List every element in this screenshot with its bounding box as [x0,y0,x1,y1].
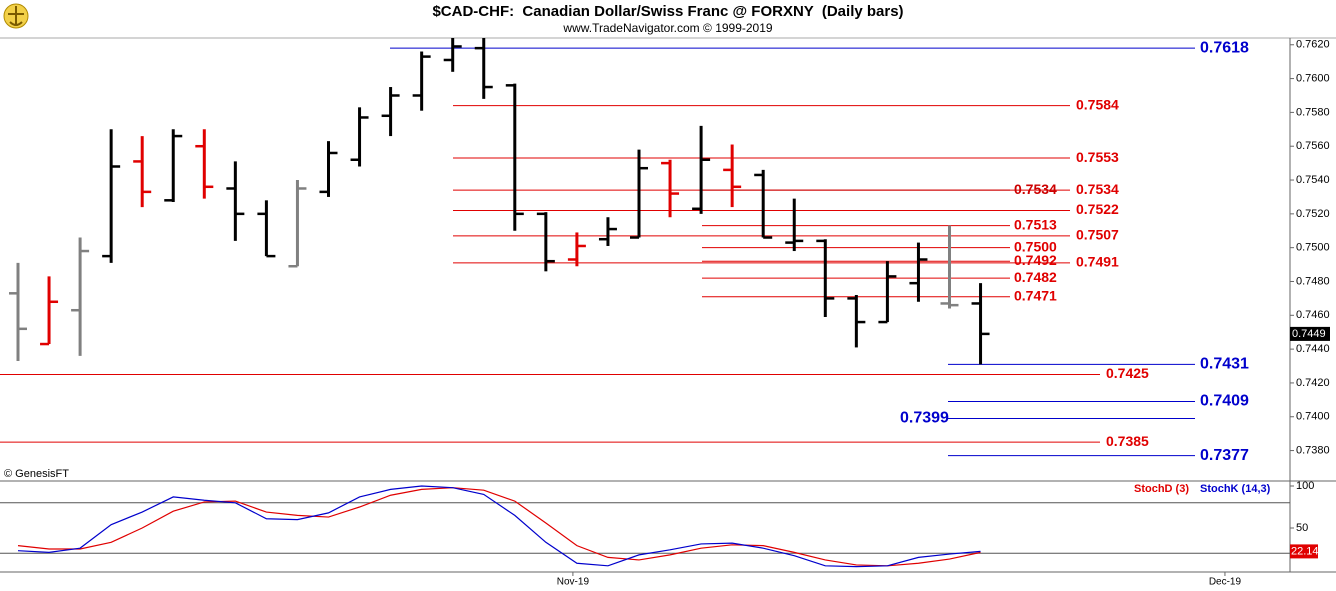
y-tick-label: 0.7540 [1296,174,1330,186]
level-label: 0.7553 [1076,149,1119,165]
y-tick-label: 0.7560 [1296,140,1330,152]
stoch-line [17,487,981,567]
last-price-label: 0.7449 [1292,328,1326,340]
level-label: 0.7522 [1076,201,1119,217]
level-label: 0.7471 [1014,287,1057,303]
logo [3,3,29,29]
y-tick-label: 50 [1296,522,1308,534]
level-label: 0.7534 [1076,181,1119,197]
y-tick-label: 0.7440 [1296,343,1330,355]
y-tick-label: 0.7500 [1296,242,1330,254]
y-tick-label: 0.7460 [1296,309,1330,321]
level-label: 0.7507 [1076,227,1119,243]
level-label: 0.7399 [900,410,949,427]
y-tick-label: 100 [1296,480,1314,492]
y-tick-label: 0.7520 [1296,208,1330,220]
chart-subtitle: www.TradeNavigator.com © 1999-2019 [562,21,772,35]
stoch-line [17,485,981,568]
chart-title: $CAD-CHF: Canadian Dollar/Swiss Franc @ … [432,3,903,20]
y-tick-label: 0.7600 [1296,72,1330,84]
y-tick-label: 0.7580 [1296,106,1330,118]
legend-entry: StochK (14,3) [1200,483,1271,495]
level-label: 0.7513 [1014,216,1057,232]
level-label: 0.7618 [1200,39,1249,56]
last-price-box [1290,326,1330,341]
level-label: 0.7534 [1014,181,1057,197]
x-tick-label: Dec-19 [1209,577,1242,588]
y-tick-label: 0.7480 [1296,275,1330,287]
copyright-note: © GenesisFT [4,468,69,480]
level-label: 0.7492 [1014,252,1057,268]
y-tick-label: 0.7400 [1296,411,1330,423]
level-label: 0.7491 [1076,254,1119,270]
last-value-label: 22.14 [1291,545,1319,557]
level-label: 0.7431 [1200,356,1249,373]
x-tick-label: Nov-19 [557,577,590,588]
level-label: 0.7377 [1200,447,1249,464]
level-label: 0.7500 [1014,238,1057,254]
level-label: 0.7425 [1106,365,1149,381]
legend-entry: StochD (3) [1134,483,1189,495]
last-value-box [1290,544,1318,559]
y-tick-label: 0.7420 [1296,377,1330,389]
level-label: 0.7409 [1200,393,1249,410]
level-label: 0.7584 [1076,96,1119,112]
level-label: 0.7385 [1106,433,1149,449]
y-tick-label: 0.7380 [1296,444,1330,456]
level-label: 0.7482 [1014,269,1057,285]
y-tick-label: 0.7620 [1296,39,1330,51]
